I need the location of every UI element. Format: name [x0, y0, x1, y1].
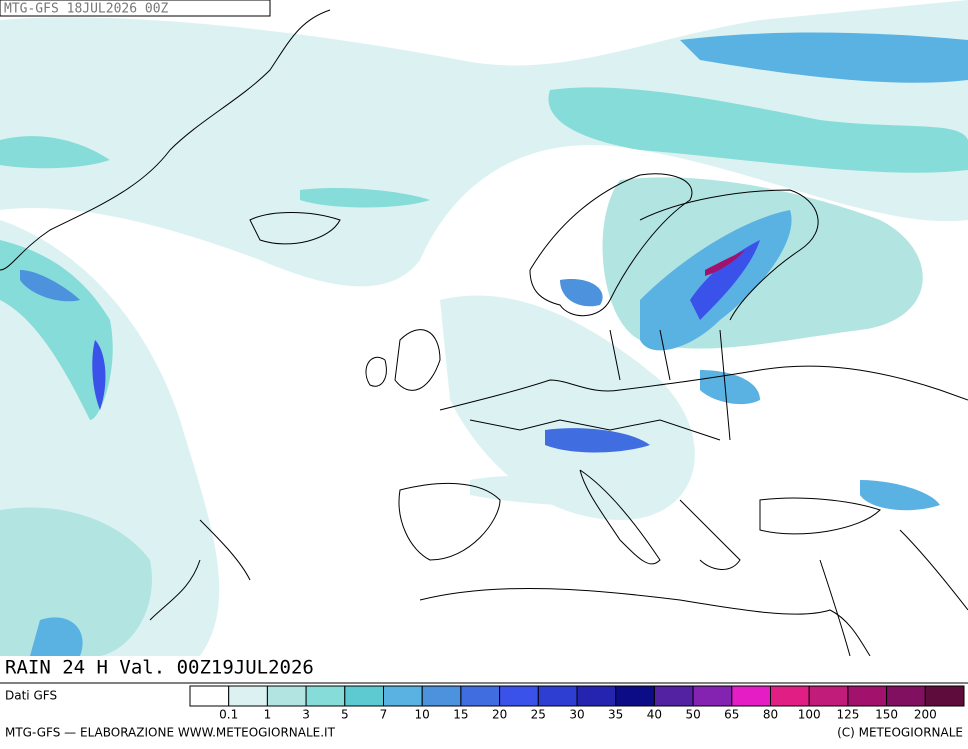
legend-swatch: [576, 685, 617, 707]
legend-label: 30: [569, 708, 584, 722]
legend-label: 35: [608, 708, 623, 722]
legend-label: 3: [302, 708, 310, 722]
legend-swatch: [653, 685, 694, 707]
legend-swatch: [808, 685, 849, 707]
run-label: MTG-GFS 18JUL2026 00Z: [4, 2, 169, 17]
legend-label: 10: [415, 708, 430, 722]
source-label: Dati GFS: [5, 689, 57, 703]
map-title: RAIN 24 H Val. 00Z19JUL2026: [5, 657, 314, 679]
legend-swatch: [344, 685, 384, 707]
legend-label: 65: [724, 708, 739, 722]
legend-swatch: [499, 685, 539, 707]
legend-swatch: [305, 685, 346, 707]
legend-swatch: [189, 685, 230, 707]
legend-label: 50: [685, 708, 700, 722]
legend-swatch: [421, 685, 462, 707]
legend-swatch: [537, 685, 578, 707]
legend: 0.1 1 3 5 7 10 15 20 25 30 35 40 50 65 80 100 125 150 200: [189, 685, 965, 722]
legend-label: 20: [492, 708, 507, 722]
legend-swatch: [266, 685, 307, 707]
legend-label: 125: [836, 708, 859, 722]
legend-label: 40: [647, 708, 662, 722]
legend-swatch: [886, 685, 926, 707]
legend-label: 25: [531, 708, 546, 722]
legend-label: 100: [798, 708, 821, 722]
legend-label: 0.1: [219, 708, 238, 722]
legend-swatch: [692, 685, 733, 707]
legend-label: 1: [264, 708, 272, 722]
legend-label: 200: [914, 708, 937, 722]
legend-label: 7: [380, 708, 388, 722]
legend-swatch: [383, 685, 423, 707]
header-box: MTG-GFS 18JUL2026 00Z: [0, 0, 271, 17]
footer-right: (C) METEOGIORNALE: [837, 726, 963, 740]
legend-swatch: [731, 685, 771, 707]
footer-left: MTG-GFS — ELABORAZIONE WWW.METEOGIORNALE…: [5, 726, 336, 740]
map: [0, 0, 968, 657]
legend-swatch: [924, 685, 965, 707]
legend-label: 15: [453, 708, 468, 722]
legend-swatch: [615, 685, 655, 707]
legend-swatch: [228, 685, 268, 707]
legend-label: 5: [341, 708, 349, 722]
legend-label: 80: [763, 708, 778, 722]
legend-swatch: [460, 685, 501, 707]
legend-label: 150: [875, 708, 898, 722]
legend-swatch: [847, 685, 888, 707]
legend-swatch: [770, 685, 810, 707]
